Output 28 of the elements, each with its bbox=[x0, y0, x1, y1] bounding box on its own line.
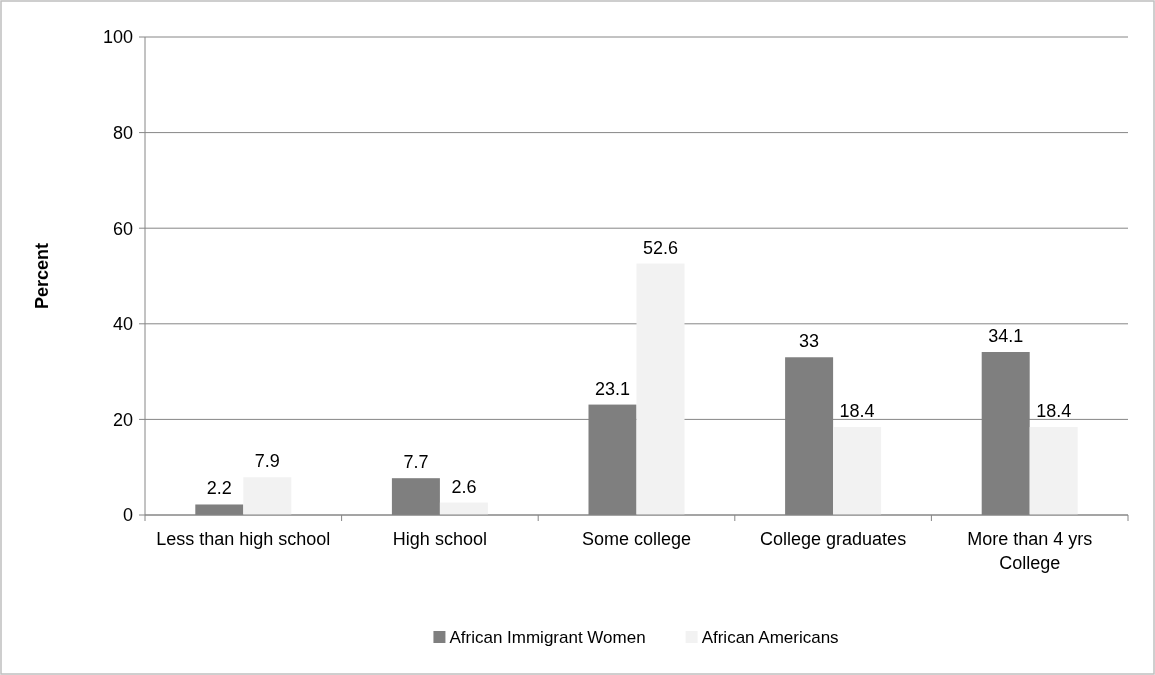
data-label: 33 bbox=[799, 331, 820, 352]
y-axis-title: Percent bbox=[32, 242, 52, 310]
y-tick-label: 0 bbox=[122, 505, 133, 526]
data-label: 7.9 bbox=[254, 451, 280, 472]
y-tick-label: 60 bbox=[112, 218, 133, 239]
legend-label: African Americans bbox=[701, 627, 839, 647]
x-tick-label: More than 4 yrs College bbox=[967, 529, 1093, 573]
y-tick-label: 100 bbox=[102, 27, 133, 48]
data-label: 34.1 bbox=[988, 326, 1024, 346]
data-label: 7.7 bbox=[403, 452, 429, 473]
x-tick-label: College graduates bbox=[760, 529, 907, 549]
legend-label: African Immigrant Women bbox=[449, 627, 646, 647]
data-label: 52.6 bbox=[642, 237, 679, 258]
bar bbox=[1029, 427, 1078, 515]
data-label: 23.1 bbox=[594, 378, 631, 399]
data-label: 2.6 bbox=[451, 476, 477, 497]
bar bbox=[833, 427, 882, 515]
data-label: 18.4 bbox=[1036, 401, 1072, 422]
x-tick-label: Less than high school bbox=[156, 529, 331, 549]
data-label: 2.2 bbox=[206, 478, 232, 499]
y-tick-label: 80 bbox=[112, 122, 133, 143]
y-tick-label: 20 bbox=[112, 409, 133, 430]
data-label: 18.4 bbox=[839, 401, 875, 422]
x-tick-label: High school bbox=[392, 529, 487, 549]
x-tick-label: Some college bbox=[581, 529, 692, 549]
bar bbox=[243, 477, 292, 515]
bar bbox=[636, 263, 685, 515]
y-tick-label: 40 bbox=[112, 314, 133, 335]
